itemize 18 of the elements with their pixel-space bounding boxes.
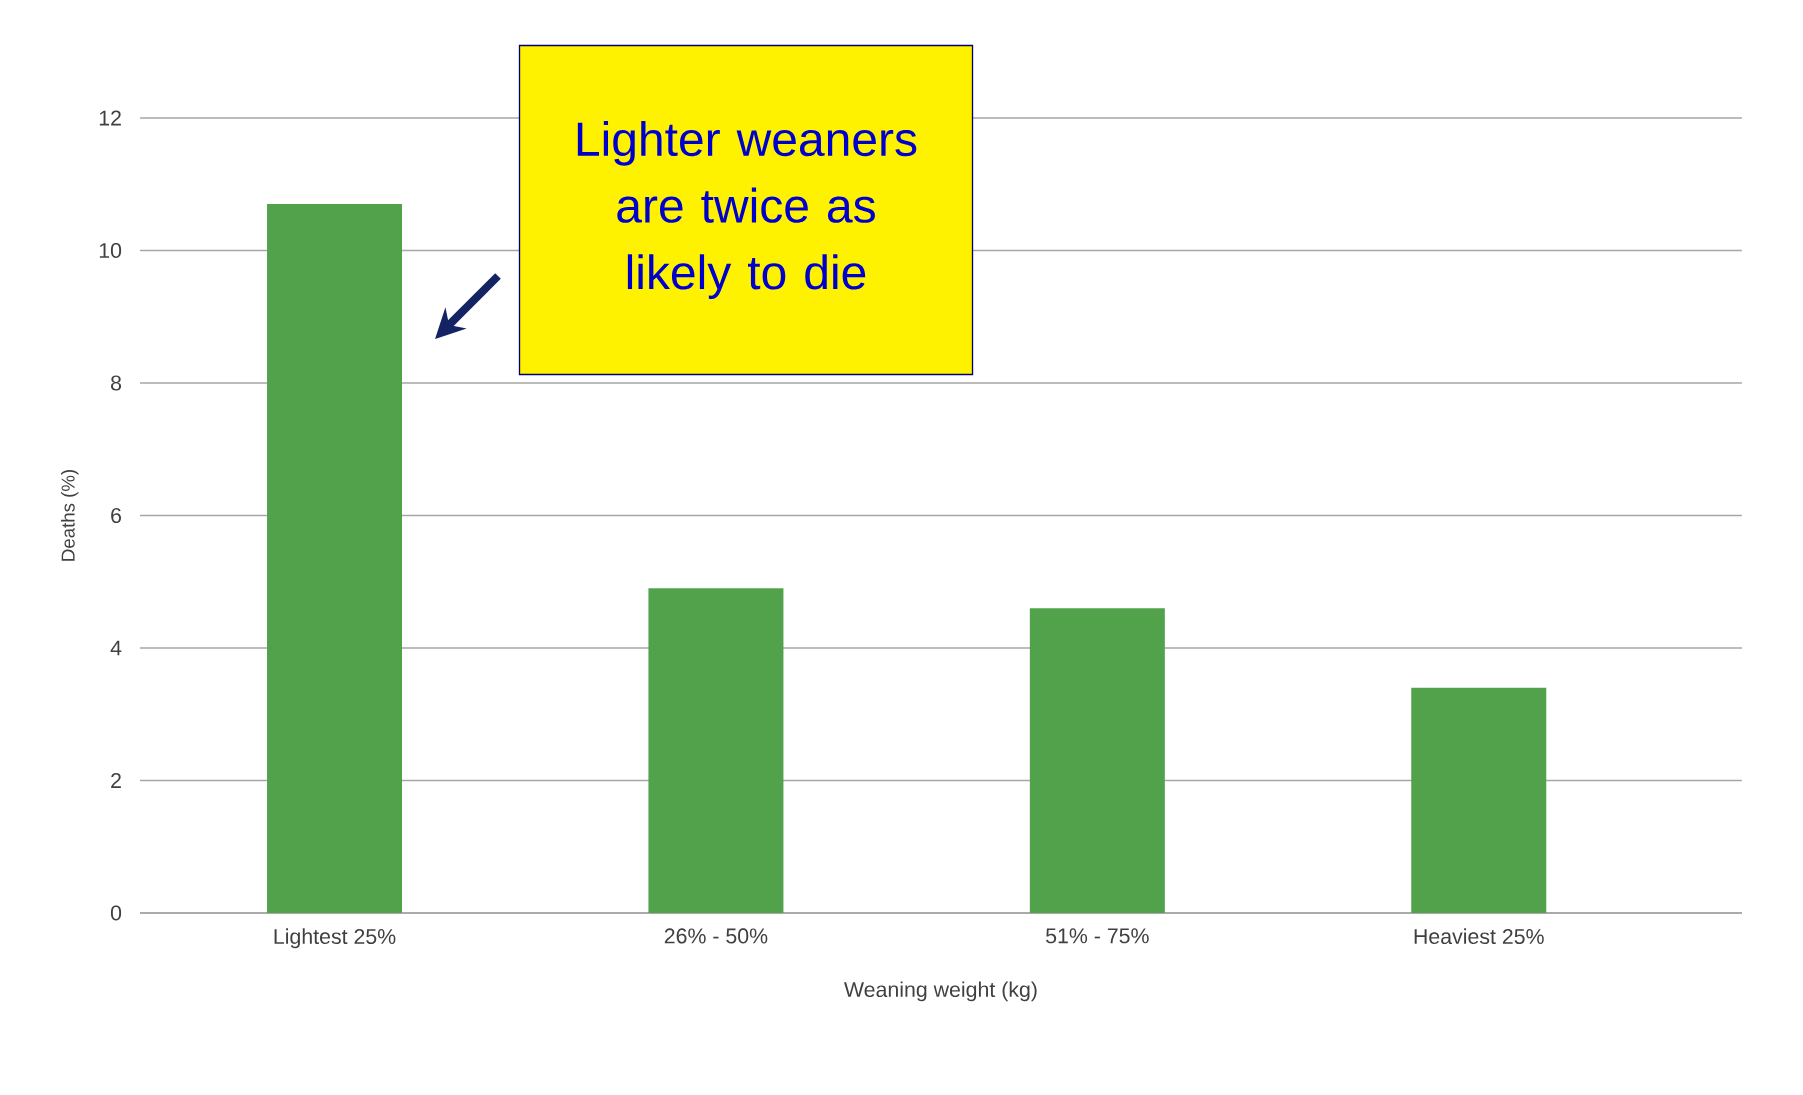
- annotation: Lighter weaners are twice as likely to die: [577, 120, 917, 300]
- y-tick-label: 12: [99, 110, 121, 126]
- bar: [648, 588, 784, 913]
- bar: [1411, 687, 1547, 913]
- y-tick-label: 8: [111, 375, 122, 391]
- x-tick-label: 51% - 75%: [1046, 928, 1149, 944]
- y-tick-label: 0: [110, 905, 122, 921]
- x-tick-label: 26% - 50%: [664, 928, 768, 944]
- y-tick-label: 10: [99, 242, 122, 259]
- x-axis-title: Weaning weight (kg): [844, 981, 1037, 1002]
- y-tick-label: 2: [111, 773, 121, 788]
- y-axis-title: Deaths (%): [61, 469, 79, 561]
- y-tick-label: 6: [111, 507, 122, 524]
- bar: [267, 204, 403, 913]
- bar: [1029, 608, 1165, 913]
- x-tick-label: Lightest 25%: [274, 928, 396, 949]
- x-tick-label: Heaviest 25%: [1414, 928, 1544, 945]
- y-tick-label: 4: [110, 640, 122, 656]
